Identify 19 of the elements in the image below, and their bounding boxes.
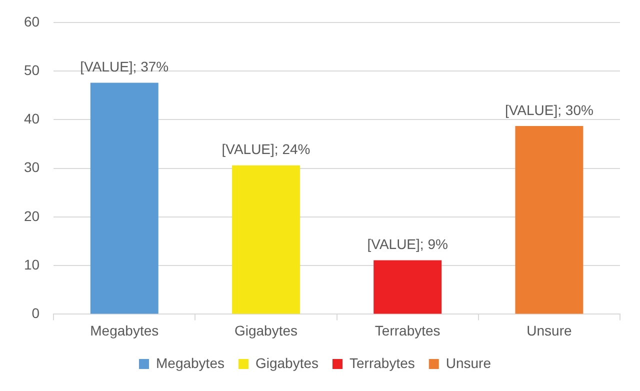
legend-label: Unsure bbox=[446, 354, 492, 371]
y-tick-label: 40 bbox=[24, 110, 40, 127]
annotation: [VALUE]; 9% bbox=[367, 236, 448, 252]
y-tick-label: 20 bbox=[24, 208, 40, 224]
annotation: [VALUE]; 30% bbox=[504, 102, 594, 118]
y-tick-label: 50 bbox=[24, 62, 40, 78]
legend-label: Megabytes bbox=[156, 354, 224, 371]
y-tick-label: 0 bbox=[32, 305, 40, 322]
legend-label: Gigabytes bbox=[255, 354, 319, 371]
y-tick-label: 30 bbox=[24, 159, 40, 176]
legend-label: Terrabytes bbox=[350, 354, 415, 371]
x-tick-label: Megabytes bbox=[90, 322, 159, 338]
y-tick-label: 10 bbox=[24, 256, 40, 272]
annotation: [VALUE]; 24% bbox=[222, 141, 310, 158]
x-tick-label: Unsure bbox=[526, 322, 572, 338]
x-tick-label: Gigabytes bbox=[234, 322, 298, 338]
y-tick-label: 60 bbox=[24, 13, 40, 30]
annotation: [VALUE]; 37% bbox=[80, 58, 169, 75]
x-tick-label: Terrabytes bbox=[374, 322, 440, 338]
